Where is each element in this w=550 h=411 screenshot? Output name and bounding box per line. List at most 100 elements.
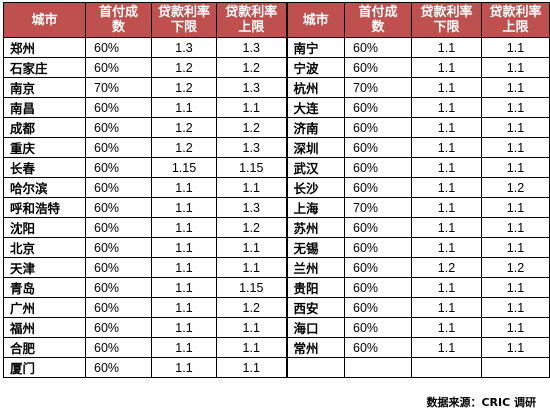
header-city: 城市 bbox=[3, 2, 86, 38]
rate-low-cell: 1.1 bbox=[151, 297, 217, 318]
header-rate-low-2: 贷款利率 下限 bbox=[411, 2, 482, 38]
rate-high-cell: 1.15 bbox=[216, 277, 287, 298]
rate-high-cell: 1.1 bbox=[481, 237, 550, 258]
city-cell: 重庆 bbox=[3, 137, 86, 158]
header-rate-high: 贷款利率 上限 bbox=[216, 2, 287, 38]
down-payment-cell: 60% bbox=[85, 317, 152, 338]
rate-high-cell: 1.1 bbox=[216, 337, 287, 358]
rate-high-cell: 1.1 bbox=[216, 177, 287, 198]
rate-low-cell: 1.1 bbox=[151, 277, 217, 298]
rate-low-cell: 1.1 bbox=[151, 217, 217, 238]
rate-high-cell: 1.1 bbox=[481, 337, 550, 358]
rate-high-cell: 1.2 bbox=[481, 257, 550, 278]
down-payment-cell: 60% bbox=[85, 237, 152, 258]
down-payment-cell: 60% bbox=[344, 337, 412, 358]
down-payment-cell: 60% bbox=[344, 297, 412, 318]
rate-high-cell: 1.3 bbox=[216, 37, 287, 58]
header-text: 贷款利率 bbox=[420, 5, 473, 20]
city-cell: 济南 bbox=[285, 117, 345, 138]
rate-high-cell: 1.2 bbox=[216, 117, 287, 138]
down-payment-cell: 60% bbox=[85, 57, 152, 78]
city-cell: 南昌 bbox=[3, 97, 86, 118]
table-row: 厦门 60% 1.1 1.1 bbox=[3, 357, 550, 378]
rate-high-cell: 1.1 bbox=[216, 97, 287, 118]
rate-high-cell: 1.1 bbox=[481, 97, 550, 118]
rate-low-cell: 1.1 bbox=[411, 217, 482, 238]
table-body: 郑州 60% 1.3 1.3 南宁 60% 1.1 1.1 石家庄 60% 1.2 1.2 宁波 60% 1… bbox=[3, 37, 550, 378]
rate-high-cell: 1.1 bbox=[481, 77, 550, 98]
table-row: 哈尔滨 60% 1.1 1.1 长沙 60% 1.1 1.2 bbox=[3, 177, 550, 198]
rate-high-cell: 1.3 bbox=[216, 197, 287, 218]
data-source-note: 数据来源：CRIC 调研 bbox=[426, 396, 536, 409]
rate-high-cell: 1.1 bbox=[481, 37, 550, 58]
city-cell: 兰州 bbox=[285, 257, 345, 278]
table-row: 北京 60% 1.1 1.1 无锡 60% 1.1 1.1 bbox=[3, 237, 550, 258]
header-text: 城市 bbox=[31, 12, 58, 28]
rate-high-cell: 1.2 bbox=[481, 177, 550, 198]
rate-low-cell: 1.1 bbox=[411, 337, 482, 358]
down-payment-cell: 60% bbox=[85, 97, 152, 118]
table-row: 合肥 60% 1.1 1.1 常州 60% 1.1 1.1 bbox=[3, 337, 550, 358]
rate-high-cell: 1.1 bbox=[481, 197, 550, 218]
table-row: 天津 60% 1.1 1.1 兰州 60% 1.2 1.2 bbox=[3, 257, 550, 278]
city-cell: 宁波 bbox=[285, 57, 345, 78]
down-payment-cell: 60% bbox=[85, 117, 152, 138]
city-cell: 深圳 bbox=[285, 137, 345, 158]
rate-high-cell: 1.1 bbox=[216, 357, 287, 378]
down-payment-cell: 60% bbox=[344, 217, 412, 238]
down-payment-cell: 60% bbox=[85, 137, 152, 158]
table-row: 重庆 60% 1.2 1.3 深圳 60% 1.1 1.1 bbox=[3, 137, 550, 158]
rate-high-cell bbox=[481, 357, 550, 378]
header-text: 下限 bbox=[170, 20, 197, 35]
city-cell: 海口 bbox=[285, 317, 345, 338]
rate-low-cell: 1.1 bbox=[151, 197, 217, 218]
rate-low-cell: 1.2 bbox=[151, 57, 217, 78]
down-payment-cell: 60% bbox=[344, 97, 412, 118]
city-cell: 呼和浩特 bbox=[3, 197, 86, 218]
rate-high-cell: 1.1 bbox=[481, 57, 550, 78]
down-payment-cell: 60% bbox=[85, 257, 152, 278]
rate-low-cell: 1.1 bbox=[411, 77, 482, 98]
rate-high-cell: 1.1 bbox=[216, 257, 287, 278]
city-cell: 成都 bbox=[3, 117, 86, 138]
down-payment-cell bbox=[344, 357, 412, 378]
city-cell: 合肥 bbox=[3, 337, 86, 358]
down-payment-cell: 60% bbox=[85, 337, 152, 358]
rate-low-cell: 1.1 bbox=[151, 97, 217, 118]
rate-low-cell: 1.1 bbox=[411, 57, 482, 78]
rate-low-cell: 1.2 bbox=[151, 77, 217, 98]
down-payment-cell: 60% bbox=[344, 57, 412, 78]
down-payment-cell: 70% bbox=[85, 77, 152, 98]
header-text: 贷款利率 bbox=[225, 5, 278, 20]
rate-low-cell: 1.1 bbox=[151, 257, 217, 278]
table-row: 石家庄 60% 1.2 1.2 宁波 60% 1.1 1.1 bbox=[3, 57, 550, 78]
rate-high-cell: 1.1 bbox=[481, 317, 550, 338]
city-cell: 杭州 bbox=[285, 77, 345, 98]
city-cell: 厦门 bbox=[3, 357, 86, 378]
down-payment-cell: 60% bbox=[344, 257, 412, 278]
city-cell: 无锡 bbox=[285, 237, 345, 258]
header-city-2: 城市 bbox=[285, 2, 345, 38]
rate-high-cell: 1.3 bbox=[216, 77, 287, 98]
rate-high-cell: 1.1 bbox=[481, 157, 550, 178]
rate-low-cell: 1.2 bbox=[151, 117, 217, 138]
down-payment-cell: 60% bbox=[344, 237, 412, 258]
rate-low-cell: 1.1 bbox=[411, 157, 482, 178]
header-text: 首付成 bbox=[358, 5, 398, 20]
table-header-row: 城市 首付成数贷款利率 下限 贷款利率 上限 城市 首付成数贷款利率 下限 贷款利率 上限 bbox=[3, 2, 550, 38]
header-text: 贷款利率 bbox=[157, 5, 210, 20]
header-rate-high-2: 贷款利率 上限 bbox=[481, 2, 550, 38]
rate-low-cell: 1.1 bbox=[151, 237, 217, 258]
rate-high-cell: 1.1 bbox=[481, 297, 550, 318]
table-row: 南昌 60% 1.1 1.1 大连 60% 1.1 1.1 bbox=[3, 97, 550, 118]
down-payment-cell: 60% bbox=[85, 357, 152, 378]
down-payment-cell: 60% bbox=[344, 177, 412, 198]
down-payment-cell: 60% bbox=[85, 37, 152, 58]
rate-high-cell: 1.1 bbox=[481, 277, 550, 298]
down-payment-cell: 60% bbox=[85, 297, 152, 318]
header-text: 城市 bbox=[302, 12, 329, 28]
rate-low-cell: 1.1 bbox=[151, 357, 217, 378]
rate-low-cell: 1.1 bbox=[411, 117, 482, 138]
down-payment-cell: 60% bbox=[85, 277, 152, 298]
down-payment-cell: 60% bbox=[344, 117, 412, 138]
